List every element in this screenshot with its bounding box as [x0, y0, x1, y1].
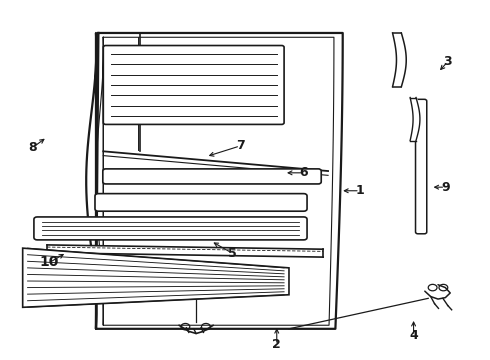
Text: 2: 2 — [272, 338, 281, 351]
Text: 5: 5 — [228, 247, 237, 260]
Text: 6: 6 — [299, 166, 308, 179]
FancyBboxPatch shape — [103, 45, 284, 125]
FancyBboxPatch shape — [416, 99, 427, 234]
FancyBboxPatch shape — [95, 194, 307, 211]
FancyBboxPatch shape — [103, 169, 321, 184]
Text: 4: 4 — [409, 329, 418, 342]
Text: 10: 10 — [40, 256, 59, 270]
Text: 9: 9 — [441, 181, 450, 194]
Polygon shape — [23, 248, 289, 307]
Text: 7: 7 — [236, 139, 245, 152]
Text: 3: 3 — [443, 55, 452, 68]
FancyBboxPatch shape — [34, 217, 307, 240]
Text: 1: 1 — [355, 184, 364, 197]
Text: 8: 8 — [28, 141, 37, 154]
